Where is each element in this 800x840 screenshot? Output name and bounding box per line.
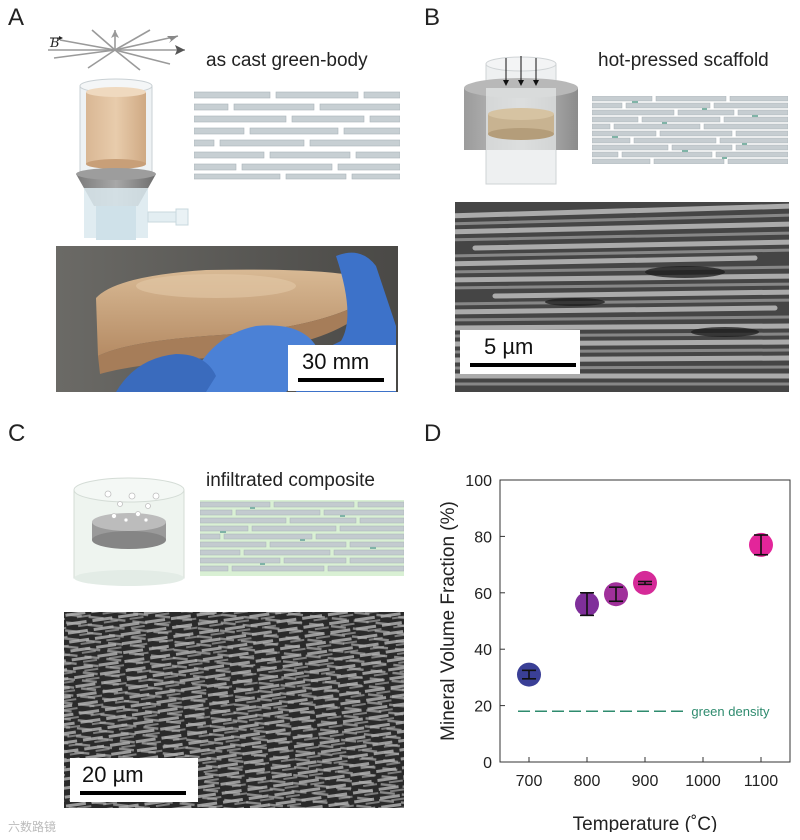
watermark: 六数路镜 <box>8 820 57 834</box>
scaffold-platelet-schematic <box>592 96 788 164</box>
y-axis-label: Mineral Volume Fraction (%) <box>438 501 459 741</box>
composite-scalebar-line <box>80 791 186 795</box>
x-tick-label: 1000 <box>685 773 721 790</box>
green-density-label: green density <box>691 704 770 719</box>
panel-d-letter: D <box>424 420 442 447</box>
y-tick-label: 20 <box>474 699 492 716</box>
panel-a-letter: A <box>8 4 25 31</box>
field-vector-arrow-icon <box>50 36 63 40</box>
panel-a-caption: as cast green-body <box>206 50 368 71</box>
x-tick-label: 800 <box>574 773 601 790</box>
composite-scalebar-label: 20 µm <box>82 762 144 787</box>
field-label: B <box>50 36 60 51</box>
photo-scalebar-box <box>288 345 396 391</box>
panel-b-letter: B <box>424 4 441 31</box>
scaffold-scalebar-label: 5 µm <box>484 334 534 359</box>
casting-mold-illustration <box>76 78 189 240</box>
x-tick-label: 900 <box>632 773 659 790</box>
volume-fraction-chart: 700 800 900 1000 1100 0 20 40 60 80 100 Temperature… <box>438 473 791 832</box>
y-tick-label: 80 <box>474 529 492 546</box>
infiltration-illustration <box>73 477 185 586</box>
y-tick-label: 60 <box>474 586 492 603</box>
scaffold-scalebar-line <box>470 363 576 367</box>
photo-scalebar-label: 30 mm <box>302 349 370 374</box>
rotating-field-icon <box>48 29 185 71</box>
panel-c-caption: infiltrated composite <box>206 470 375 491</box>
x-axis-label: Temperature (˚C) <box>573 814 718 832</box>
plot-frame <box>499 479 791 763</box>
composite-platelet-schematic <box>200 500 404 576</box>
photo-scalebar-line <box>298 378 384 382</box>
x-tick-label: 1100 <box>744 773 779 790</box>
panel-c-letter: C <box>8 420 26 447</box>
y-tick-label: 0 <box>483 755 492 772</box>
green-body-platelet-schematic <box>194 91 400 180</box>
hot-press-die-illustration <box>464 56 578 185</box>
panel-b-caption: hot-pressed scaffold <box>598 50 769 71</box>
x-tick-label: 700 <box>516 773 543 790</box>
y-tick-label: 100 <box>465 473 492 490</box>
y-tick-label: 40 <box>474 642 492 659</box>
